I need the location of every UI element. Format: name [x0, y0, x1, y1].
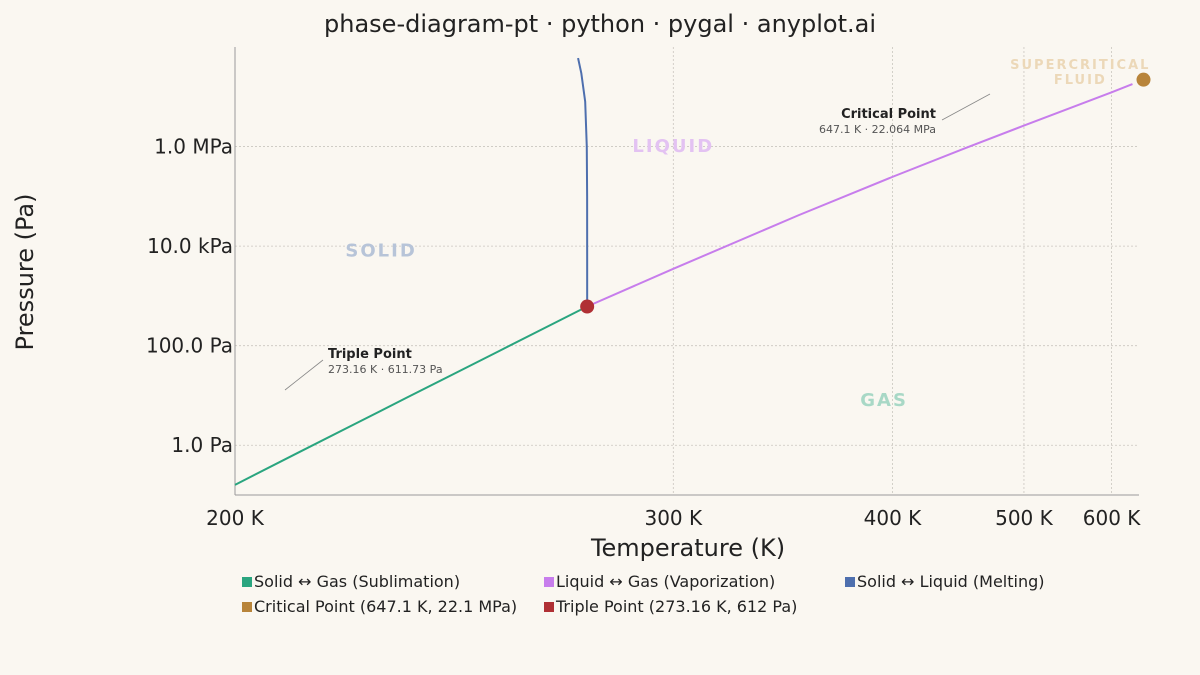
- liquid-gas-line: [586, 83, 1133, 308]
- region-label-solid: SOLID: [345, 240, 416, 261]
- critical-point-leader-line: [941, 93, 991, 121]
- legend-label-sublimation: Solid ↔ Gas (Sublimation): [254, 572, 461, 591]
- legend-swatch-melting: [845, 576, 855, 587]
- critical-point-annotation: Critical Point 647.1 K · 22.064 MPa: [819, 93, 991, 136]
- region-label-fluid: FLUID: [1054, 73, 1107, 88]
- triple-point-annotation-title: Triple Point: [328, 347, 412, 362]
- region-label-supercritical: SUPERCRITICAL: [1010, 58, 1150, 73]
- x-tick-label: 300 K: [644, 506, 703, 530]
- legend-label-triple-point: Triple Point (273.16 K, 612 Pa): [556, 597, 798, 616]
- triple-point-marker: [580, 299, 595, 314]
- y-tick-label: 10.0 kPa: [147, 234, 233, 258]
- legend-item-sublimation: Solid ↔ Gas (Sublimation): [242, 572, 544, 591]
- triple-point-annotation: Triple Point 273.16 K · 611.73 Pa: [284, 347, 443, 391]
- series-lines: [234, 57, 1133, 486]
- legend-swatch-vaporization: [544, 576, 554, 587]
- x-tick-label: 600 K: [1083, 506, 1142, 530]
- legend-item-critical-point: Critical Point (647.1 K, 22.1 MPa): [242, 597, 544, 616]
- legend-swatch-critical-point: [242, 601, 252, 612]
- legend-item-melting: Solid ↔ Liquid (Melting): [845, 572, 1045, 591]
- solid-liquid-line: [577, 57, 589, 307]
- axes: [234, 47, 1139, 496]
- x-axis-label: Temperature (K): [590, 534, 785, 562]
- critical-point-annotation-title: Critical Point: [841, 107, 936, 122]
- legend: Solid ↔ Gas (Sublimation) Liquid ↔ Gas (…: [242, 569, 1045, 619]
- legend-label-melting: Solid ↔ Liquid (Melting): [857, 572, 1045, 591]
- region-label-liquid: LIQUID: [632, 136, 714, 157]
- y-tick-label: 1.0 MPa: [154, 135, 233, 159]
- x-tick-label: 500 K: [995, 506, 1054, 530]
- legend-label-critical-point: Critical Point (647.1 K, 22.1 MPa): [254, 597, 518, 616]
- legend-item-vaporization: Liquid ↔ Gas (Vaporization): [544, 572, 845, 591]
- legend-swatch-sublimation: [242, 576, 252, 587]
- triple-point-annotation-detail: 273.16 K · 611.73 Pa: [328, 363, 443, 376]
- y-tick-label: 100.0 Pa: [146, 334, 233, 358]
- point-markers: [580, 72, 1151, 314]
- solid-gas-line: [234, 305, 588, 486]
- grid-lines: [235, 47, 1139, 495]
- triple-point-leader-line: [284, 359, 324, 391]
- x-tick-label: 400 K: [864, 506, 923, 530]
- tick-labels: 200 K 300 K 400 K 500 K 600 K 1.0 Pa 100.0 Pa 1…: [146, 135, 1141, 531]
- legend-swatch-triple-point: [544, 601, 554, 612]
- legend-label-vaporization: Liquid ↔ Gas (Vaporization): [556, 572, 776, 591]
- critical-point-annotation-detail: 647.1 K · 22.064 MPa: [819, 123, 936, 136]
- legend-item-triple-point: Triple Point (273.16 K, 612 Pa): [544, 597, 797, 616]
- x-tick-label: 200 K: [206, 506, 265, 530]
- y-axis-label: Pressure (Pa): [11, 194, 39, 351]
- critical-point-marker: [1136, 72, 1151, 87]
- region-label-gas: GAS: [860, 390, 908, 411]
- y-tick-label: 1.0 Pa: [171, 433, 233, 457]
- chart-title: phase-diagram-pt · python · pygal · anyp…: [324, 10, 876, 38]
